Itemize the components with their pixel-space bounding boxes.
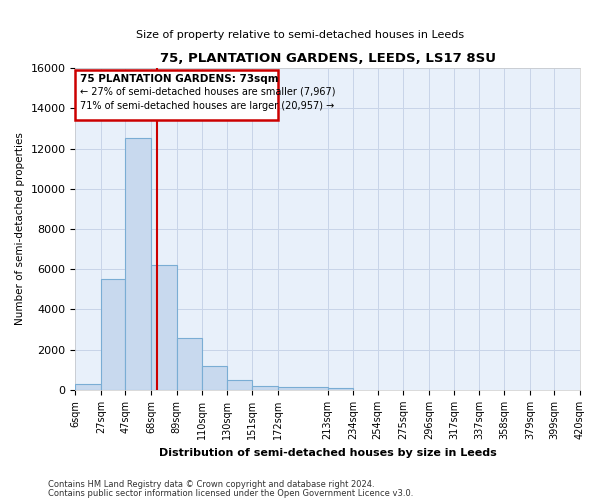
Text: 71% of semi-detached houses are larger (20,957) →: 71% of semi-detached houses are larger (… [80,102,335,112]
Bar [227,380,252,390]
Bar [328,388,353,390]
Y-axis label: Number of semi-detached properties: Number of semi-detached properties [15,132,25,326]
FancyBboxPatch shape [76,70,278,120]
Text: 75 PLANTATION GARDENS: 73sqm: 75 PLANTATION GARDENS: 73sqm [80,74,279,84]
Text: ← 27% of semi-detached houses are smaller (7,967): ← 27% of semi-detached houses are smalle… [80,86,336,96]
Bar [202,366,227,390]
X-axis label: Distribution of semi-detached houses by size in Leeds: Distribution of semi-detached houses by … [159,448,497,458]
Bar [252,386,278,390]
Bar [101,280,125,390]
Text: Contains public sector information licensed under the Open Government Licence v3: Contains public sector information licen… [48,489,413,498]
Text: Size of property relative to semi-detached houses in Leeds: Size of property relative to semi-detach… [136,30,464,40]
Bar [176,338,202,390]
Bar [151,265,176,390]
Bar [278,387,328,390]
Bar [76,384,101,390]
Text: Contains HM Land Registry data © Crown copyright and database right 2024.: Contains HM Land Registry data © Crown c… [48,480,374,489]
Bar [125,138,151,390]
Title: 75, PLANTATION GARDENS, LEEDS, LS17 8SU: 75, PLANTATION GARDENS, LEEDS, LS17 8SU [160,52,496,66]
